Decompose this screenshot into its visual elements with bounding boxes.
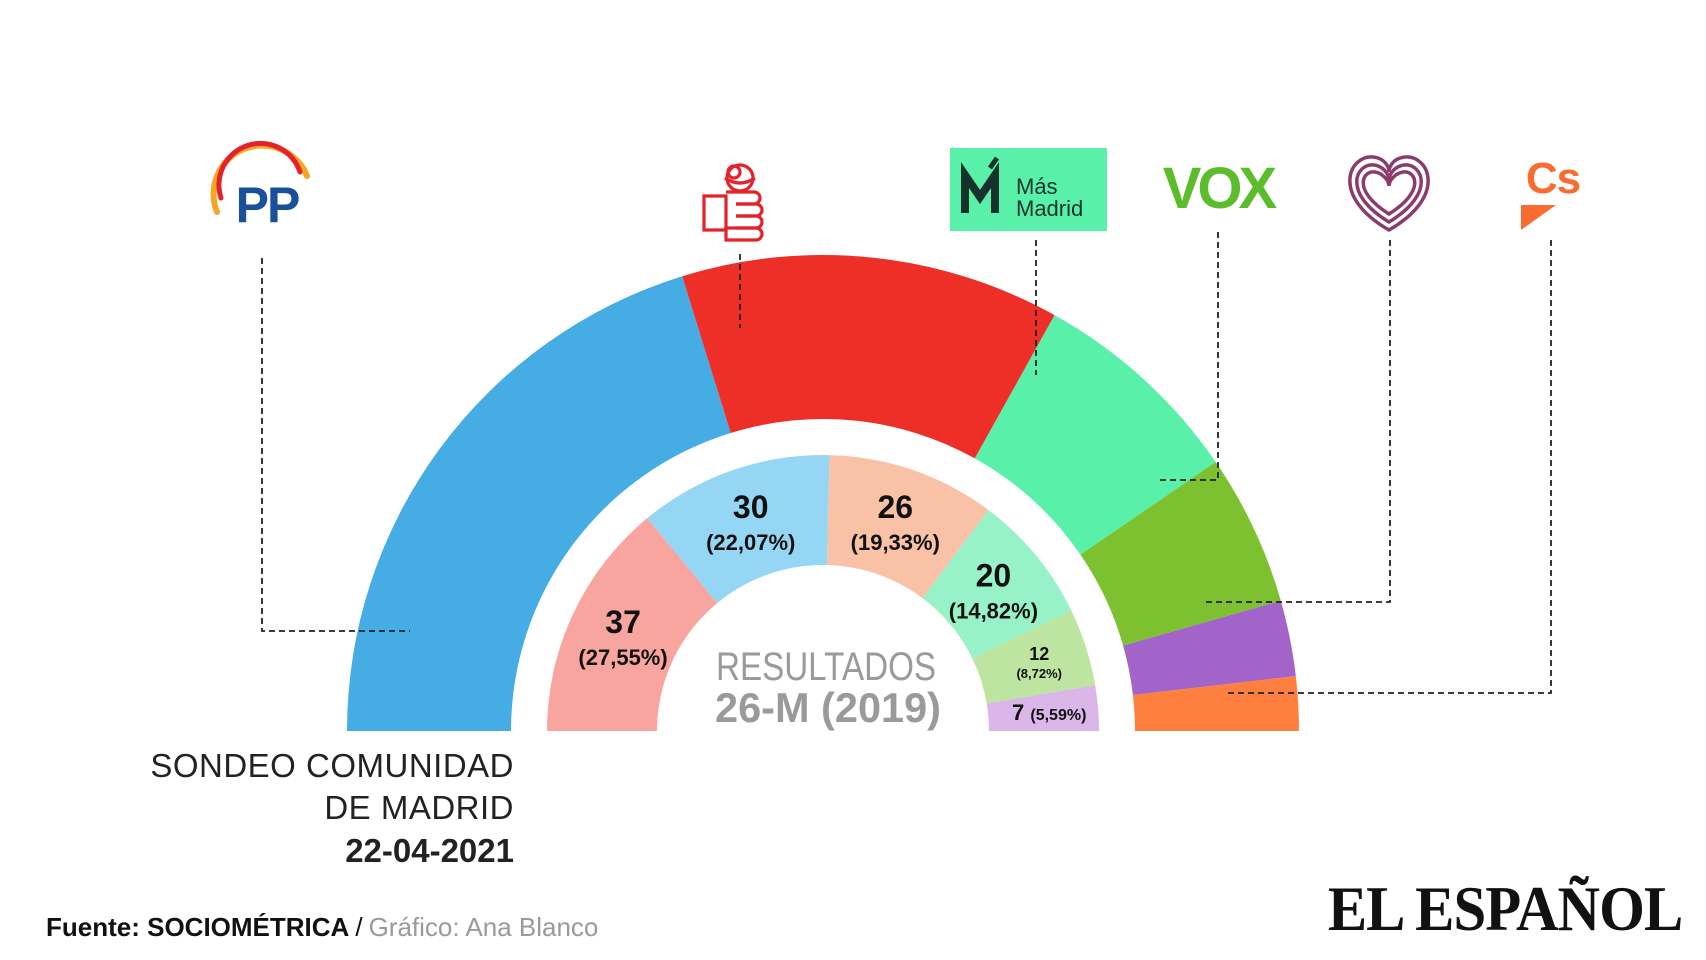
results-label-5: 7 (5,59%) xyxy=(1012,700,1086,725)
pp-logo-text: PP xyxy=(236,177,299,233)
poll-segment-1 xyxy=(682,254,1055,459)
results-seats-2: 26 xyxy=(877,489,913,525)
results-seats-3: 20 xyxy=(976,557,1012,593)
results-seats-1: 30 xyxy=(733,489,769,525)
title-line1: SONDEO COMUNIDAD xyxy=(150,747,514,784)
results-segment-3 xyxy=(922,510,1072,659)
poll-ring xyxy=(347,254,1299,731)
poll-segment-5 xyxy=(1132,676,1299,731)
results-pct-0: (27,55%) xyxy=(578,645,667,670)
leader-line-4 xyxy=(1206,240,1391,603)
vox-logo: VOX xyxy=(1163,156,1278,221)
leader-line-3 xyxy=(1158,232,1219,481)
results-pct-1: (22,07%) xyxy=(706,530,795,555)
poll-segment-0 xyxy=(347,276,731,731)
pp-logo: PP xyxy=(210,140,310,233)
results-2019-labels: 37 (27,55%) 30 (22,07%) 26 (19,33%) 20 (14,82%)… xyxy=(578,489,1086,725)
el-espanol-logo: EL ESPAÑOL xyxy=(1327,873,1682,944)
results-pct-4: (8,72%) xyxy=(1016,666,1062,681)
cs-logo-text: Cs xyxy=(1526,154,1580,203)
source-separator: / xyxy=(355,912,363,942)
psoe-logo xyxy=(702,163,764,242)
results-segment-1 xyxy=(647,455,830,603)
results-seats-4: 12 xyxy=(1029,644,1049,664)
chart-title: SONDEO COMUNIDAD DE MADRID 22-04-2021 xyxy=(150,745,514,873)
podemos-logo xyxy=(1348,155,1430,233)
results-segment-5 xyxy=(986,685,1099,731)
title-date: 22-04-2021 xyxy=(345,832,514,869)
title-line2: DE MADRID xyxy=(324,789,514,826)
results-segment-2 xyxy=(826,455,989,599)
results-title-line1: RESULTADOS xyxy=(716,645,936,689)
leader-line-5 xyxy=(1226,240,1552,694)
cs-logo: Cs xyxy=(1521,154,1581,230)
results-pct-3: (14,82%) xyxy=(949,598,1038,623)
masmadrid-logo-line1: Más xyxy=(1016,174,1058,199)
source-credit: Fuente: SOCIOMÉTRICA / Gráfico: Ana Blanco xyxy=(46,912,598,943)
results-pct-2: (19,33%) xyxy=(851,530,940,555)
source-label: Fuente: SOCIOMÉTRICA xyxy=(46,912,350,942)
masmadrid-logo: Más Madrid xyxy=(950,148,1107,231)
leader-line-0 xyxy=(261,258,410,632)
poll-segment-4 xyxy=(1123,600,1296,696)
masmadrid-logo-line2: Madrid xyxy=(1016,196,1083,221)
leader-lines xyxy=(261,232,1552,694)
results-title-line2: 26-M (2019) xyxy=(715,684,941,731)
poll-segment-3 xyxy=(1080,461,1281,646)
graphic-credit: Gráfico: Ana Blanco xyxy=(368,912,599,942)
results-segment-4 xyxy=(972,610,1096,704)
results-2019-ring xyxy=(547,455,1099,731)
results-segment-0 xyxy=(547,518,718,731)
poll-segment-2 xyxy=(974,315,1216,555)
results-seats-0: 37 xyxy=(605,604,641,640)
